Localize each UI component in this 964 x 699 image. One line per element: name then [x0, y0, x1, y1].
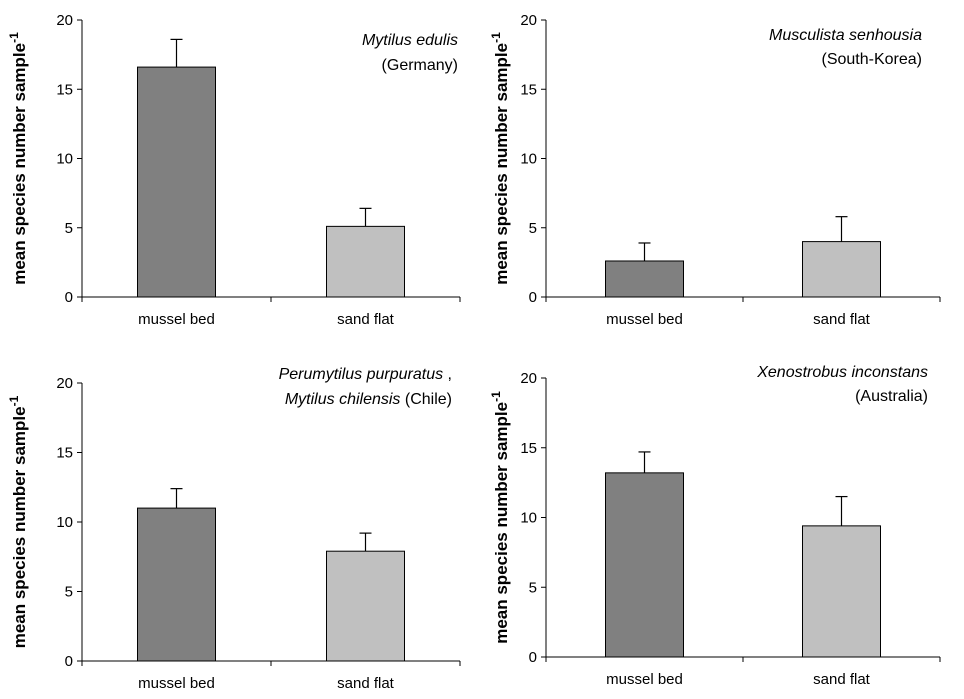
y-tick-label: 15	[56, 445, 73, 462]
bar-chart: 0 5 10 15 20 mussel bed sand flat mean species …	[489, 364, 941, 688]
bar	[326, 550, 405, 662]
species-name: Mytilus chilensis	[285, 391, 401, 408]
species-annotation: (Australia)	[855, 388, 928, 405]
x-category-label: sand flat	[337, 311, 395, 328]
y-tick-label: 10	[56, 151, 73, 168]
y-tick-label: 10	[56, 514, 73, 531]
bar	[605, 472, 684, 658]
y-tick-label: 0	[65, 653, 73, 670]
x-category-label: mussel bed	[138, 675, 215, 692]
chart-panel-germany: 0 5 10 15 20 mussel bed sand flat mean species …	[0, 0, 482, 347]
species-annotation: Perumytilus purpuratus ,	[279, 366, 452, 383]
bar	[137, 507, 216, 662]
y-tick-label: 20	[520, 370, 537, 387]
x-category-label: mussel bed	[606, 671, 683, 688]
y-tick-label: 10	[520, 151, 537, 168]
y-axis-label-text: mean species number sample	[492, 402, 511, 644]
y-axis-label: mean species number sample-1	[489, 391, 511, 644]
y-axis-label: mean species number sample-1	[7, 32, 29, 285]
y-tick-label: 5	[529, 220, 537, 237]
x-category-label: mussel bed	[606, 311, 683, 328]
bar	[802, 241, 881, 298]
bar	[326, 225, 405, 298]
y-axis-label-text: mean species number sample	[10, 43, 29, 285]
y-tick-label: 20	[56, 12, 73, 29]
y-tick-label: 10	[520, 510, 537, 527]
chart-panel-chile: 0 5 10 15 20 mussel bed sand flat mean species …	[0, 347, 482, 694]
species-name: Perumytilus purpuratus	[279, 366, 444, 383]
annotation-text: ,	[443, 366, 452, 383]
x-category-label: sand flat	[813, 671, 871, 688]
chart-panel-south-korea: 0 5 10 15 20 mussel bed sand flat mean species …	[482, 0, 964, 347]
species-annotation: Musculista senhousia	[769, 27, 922, 44]
bar-chart: 0 5 10 15 20 mussel bed sand flat mean species …	[489, 12, 941, 328]
annotation-text: (South-Korea)	[822, 51, 923, 68]
y-axis-label: mean species number sample-1	[7, 395, 29, 648]
x-category-label: mussel bed	[138, 311, 215, 328]
species-name: Mytilus edulis	[362, 32, 458, 49]
species-annotation: (South-Korea)	[822, 51, 923, 68]
bar	[137, 66, 216, 298]
annotation-text: (Germany)	[382, 57, 458, 74]
y-tick-label: 15	[56, 81, 73, 98]
y-axis-label-text: mean species number sample	[492, 43, 511, 285]
species-annotation: Mytilus edulis	[362, 32, 458, 49]
x-category-label: sand flat	[813, 311, 871, 328]
y-axis-label-superscript: -1	[7, 32, 21, 43]
y-tick-label: 15	[520, 81, 537, 98]
y-tick-label: 5	[529, 579, 537, 596]
x-category-label: sand flat	[337, 675, 395, 692]
chart-panel-australia: 0 5 10 15 20 mussel bed sand flat mean species …	[482, 347, 964, 694]
y-axis-label-superscript: -1	[489, 391, 503, 402]
bar	[605, 260, 684, 298]
y-tick-label: 20	[56, 375, 73, 392]
y-tick-label: 5	[65, 220, 73, 237]
y-tick-label: 0	[529, 289, 537, 306]
species-annotation: Xenostrobus inconstans	[756, 364, 928, 381]
species-name: Xenostrobus inconstans	[756, 364, 928, 381]
y-tick-label: 15	[520, 440, 537, 457]
species-annotation: (Germany)	[382, 57, 458, 74]
y-axis-label-superscript: -1	[7, 395, 21, 406]
y-tick-label: 5	[65, 584, 73, 601]
species-name: Musculista senhousia	[769, 27, 922, 44]
y-tick-label: 0	[65, 289, 73, 306]
y-tick-label: 20	[520, 12, 537, 29]
bar-chart: 0 5 10 15 20 mussel bed sand flat mean species …	[7, 366, 461, 692]
y-axis-label-superscript: -1	[489, 32, 503, 43]
bar	[802, 525, 881, 658]
y-axis-label: mean species number sample-1	[489, 32, 511, 285]
species-annotation: Mytilus chilensis (Chile)	[285, 391, 452, 408]
y-tick-label: 0	[529, 649, 537, 666]
bar-chart: 0 5 10 15 20 mussel bed sand flat mean species …	[7, 12, 461, 328]
annotation-text: (Chile)	[400, 391, 452, 408]
y-axis-label-text: mean species number sample	[10, 406, 29, 648]
annotation-text: (Australia)	[855, 388, 928, 405]
